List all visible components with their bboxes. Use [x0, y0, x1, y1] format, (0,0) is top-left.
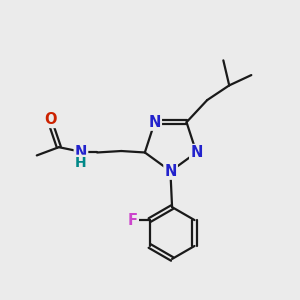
Text: F: F: [128, 213, 138, 228]
Text: N: N: [75, 145, 87, 160]
Text: O: O: [44, 112, 57, 127]
Text: N: N: [164, 164, 177, 179]
Text: H: H: [75, 156, 87, 170]
Text: N: N: [190, 145, 202, 160]
Text: N: N: [148, 115, 161, 130]
